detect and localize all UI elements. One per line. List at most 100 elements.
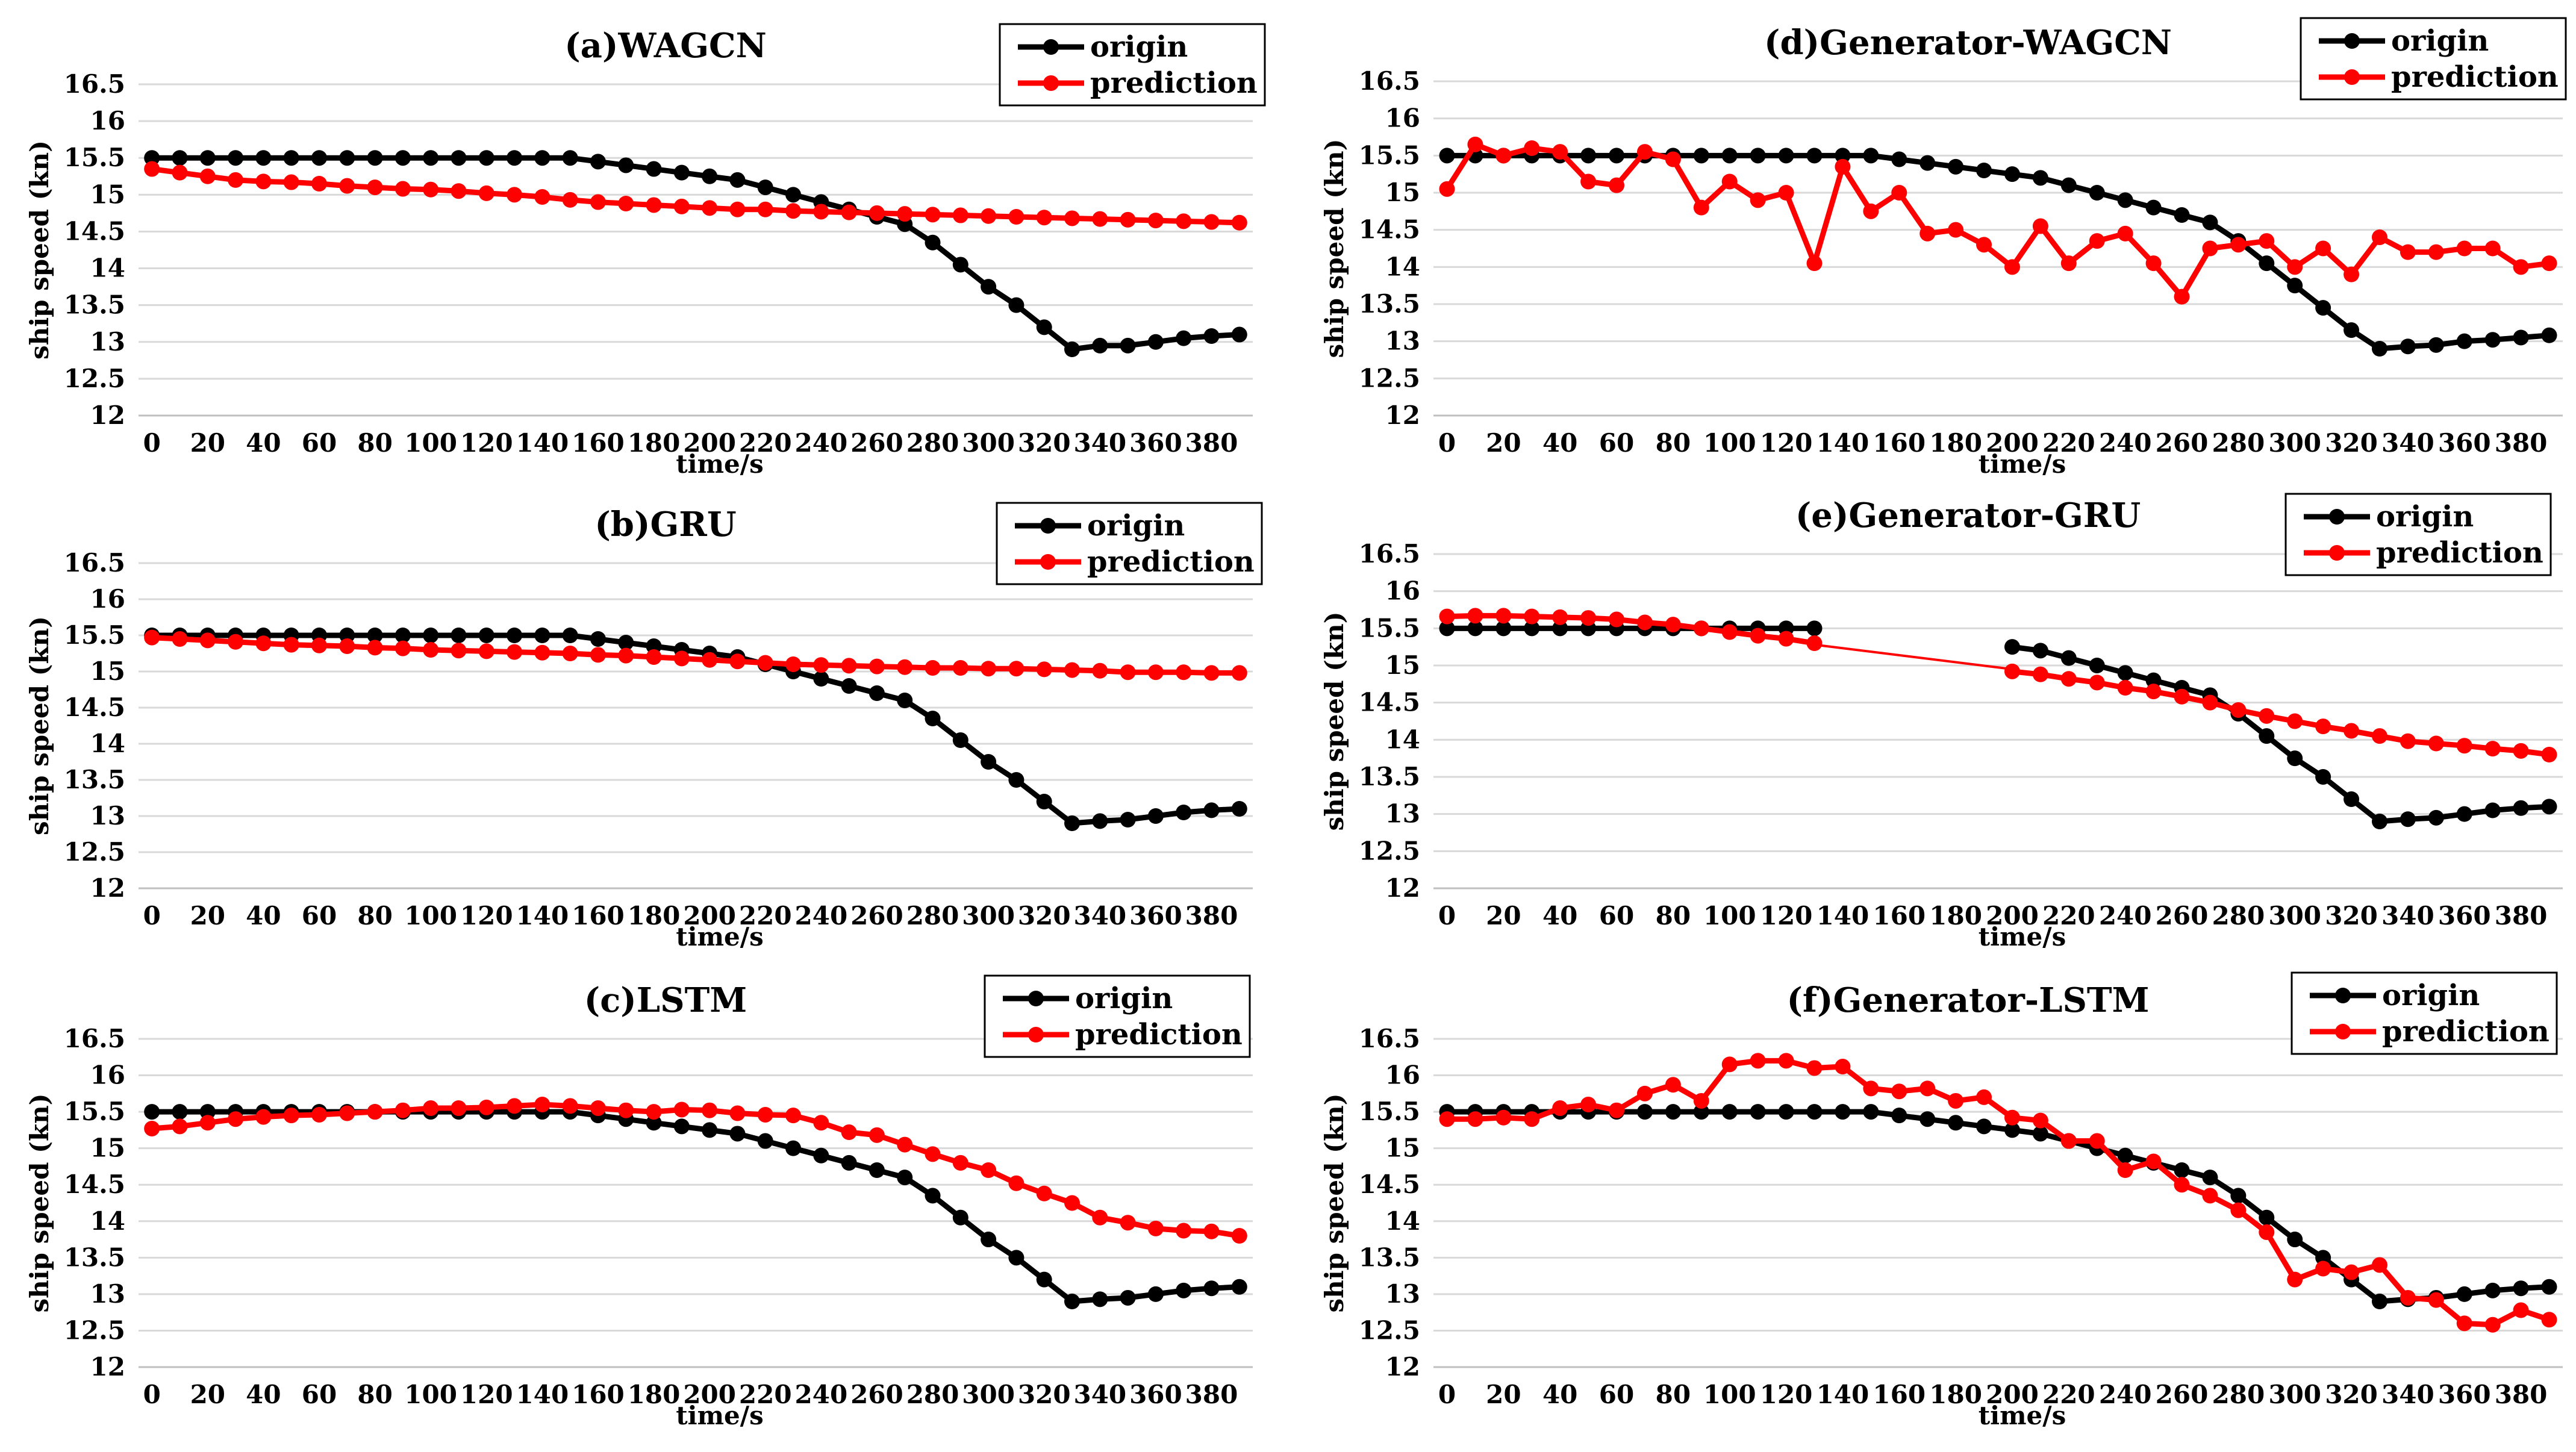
x-tick-label: 340 xyxy=(1073,1380,1126,1409)
data-point-origin xyxy=(255,150,272,166)
data-point-prediction xyxy=(2287,1271,2303,1288)
x-tick-label: 200 xyxy=(1986,901,2039,930)
x-tick-label: 320 xyxy=(2325,1380,2378,1409)
legend-marker-origin xyxy=(2335,988,2351,1003)
x-tick-label: 160 xyxy=(1873,428,1926,458)
x-tick-label: 380 xyxy=(2495,1380,2548,1409)
data-point-prediction xyxy=(1203,214,1220,230)
x-tick-label: 200 xyxy=(1986,428,2039,458)
data-point-prediction xyxy=(562,192,578,208)
data-point-prediction xyxy=(199,168,216,184)
data-point-origin xyxy=(1552,620,1568,637)
x-tick-label: 280 xyxy=(906,1380,959,1409)
x-tick-label: 100 xyxy=(404,901,457,930)
data-point-prediction xyxy=(2371,728,2387,744)
x-tick-label: 100 xyxy=(404,428,457,458)
x-tick-label: 180 xyxy=(1929,1380,1982,1409)
data-point-prediction xyxy=(144,161,160,177)
data-point-prediction xyxy=(228,634,244,650)
data-point-prediction xyxy=(2060,1133,2077,1149)
x-tick-label: 120 xyxy=(460,901,513,930)
data-point-prediction xyxy=(367,1104,383,1120)
data-point-origin xyxy=(1778,148,1794,164)
data-point-origin xyxy=(2428,809,2444,826)
data-point-prediction xyxy=(1636,1085,1653,1101)
data-point-origin xyxy=(1147,808,1164,824)
x-tick-label: 240 xyxy=(795,428,848,458)
data-point-prediction xyxy=(283,637,299,653)
data-point-prediction xyxy=(228,1111,244,1127)
data-point-prediction xyxy=(1693,620,1709,637)
data-point-origin xyxy=(897,1170,913,1186)
y-tick-label: 14.5 xyxy=(1359,215,1420,245)
data-point-prediction xyxy=(228,172,244,188)
data-point-prediction xyxy=(1721,1056,1738,1073)
legend-marker-prediction xyxy=(1028,1027,1044,1042)
y-tick-label: 14.5 xyxy=(64,1170,125,1199)
data-point-prediction xyxy=(2259,1224,2275,1240)
x-axis-label: time/s xyxy=(676,922,764,952)
data-point-prediction xyxy=(451,1100,467,1117)
x-tick-label: 80 xyxy=(357,428,392,458)
data-point-origin xyxy=(562,628,578,643)
data-point-prediction xyxy=(144,629,160,646)
x-tick-label: 380 xyxy=(2495,428,2548,458)
x-tick-label: 340 xyxy=(2381,428,2434,458)
data-point-origin xyxy=(1750,1104,1766,1120)
data-point-prediction xyxy=(2513,259,2529,275)
x-tick-label: 140 xyxy=(1817,901,1870,930)
data-point-origin xyxy=(785,1140,802,1156)
data-point-origin xyxy=(1231,326,1247,343)
y-tick-label: 14.5 xyxy=(64,216,125,246)
data-point-prediction xyxy=(2484,240,2501,257)
data-point-prediction xyxy=(1176,213,1192,229)
data-point-origin xyxy=(841,678,857,694)
x-tick-label: 240 xyxy=(2099,1380,2152,1409)
data-point-prediction xyxy=(311,1106,327,1123)
data-point-prediction xyxy=(199,1115,216,1131)
data-point-origin xyxy=(646,161,662,177)
y-tick-label: 16.5 xyxy=(1359,66,1420,96)
data-point-prediction xyxy=(2400,244,2416,260)
data-point-prediction xyxy=(729,1105,746,1121)
data-point-origin xyxy=(673,164,690,181)
data-point-prediction xyxy=(255,1109,272,1125)
x-tick-label: 20 xyxy=(190,901,225,930)
data-point-origin xyxy=(228,150,244,166)
data-point-prediction xyxy=(2315,718,2331,735)
x-tick-label: 220 xyxy=(739,901,792,930)
y-tick-label: 15.5 xyxy=(1359,613,1420,643)
data-point-prediction xyxy=(2315,240,2331,257)
data-point-origin xyxy=(2145,672,2162,688)
data-point-prediction xyxy=(1721,624,1738,640)
x-tick-label: 300 xyxy=(2268,428,2321,458)
x-tick-label: 380 xyxy=(1185,1380,1238,1409)
prediction-bridge-line xyxy=(1814,643,2013,671)
data-point-origin xyxy=(1891,151,1907,167)
data-point-prediction xyxy=(2344,266,2360,282)
x-tick-label: 160 xyxy=(572,901,625,930)
chart-panel-1: 12 12.5 13 13.5 14 14.5 15 15.5 16 16.5 0 20 40 60 80 1… xyxy=(25,23,1266,479)
data-point-origin xyxy=(2117,665,2133,681)
x-tick-label: 0 xyxy=(1438,1380,1456,1409)
x-tick-label: 180 xyxy=(628,428,681,458)
data-point-prediction xyxy=(1495,148,1512,164)
x-tick-label: 20 xyxy=(1486,428,1521,458)
x-tick-label: 300 xyxy=(2268,1380,2321,1409)
data-point-prediction xyxy=(729,653,746,670)
data-point-origin xyxy=(1693,148,1709,164)
series-line-origin xyxy=(1447,152,2549,352)
x-tick-label: 360 xyxy=(1129,1380,1182,1409)
data-point-origin xyxy=(1147,1286,1164,1302)
data-point-origin xyxy=(2400,811,2416,827)
series-line-origin xyxy=(152,632,1240,826)
data-point-origin xyxy=(1092,813,1108,829)
data-point-origin xyxy=(1203,328,1220,344)
data-point-prediction xyxy=(1976,237,1992,253)
legend-marker-origin xyxy=(1043,39,1059,55)
data-point-prediction xyxy=(2117,1162,2133,1178)
y-tick-label: 14 xyxy=(90,729,125,758)
data-point-origin xyxy=(2315,769,2331,785)
data-point-prediction xyxy=(2230,237,2247,253)
